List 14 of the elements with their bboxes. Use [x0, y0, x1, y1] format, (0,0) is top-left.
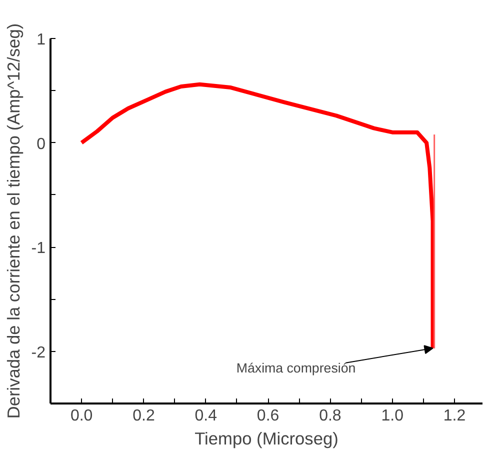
x-tick-label: 0.2 — [132, 408, 155, 424]
y-axis-title: Derivada de la corriente en el tiempo (Amp^12/seg) — [3, 23, 24, 419]
y-tick-label: -2 — [31, 344, 46, 362]
x-tick-label: 0.8 — [319, 408, 342, 424]
annotation: Máxima compresión — [236, 360, 356, 376]
y-tick-label: -1 — [31, 240, 46, 258]
x-tick-label: 0.6 — [256, 408, 280, 424]
x-tick-label: 0.0 — [70, 408, 93, 424]
x-axis-title: Tiempo (Microseg) — [194, 428, 338, 448]
x-tick-label: 0.4 — [194, 408, 218, 424]
y-tick-label: 0 — [36, 136, 46, 153]
x-tick-label: 1.2 — [443, 408, 466, 424]
y-tick-label: 1 — [36, 32, 46, 48]
x-tick-label: 1.0 — [381, 408, 404, 424]
